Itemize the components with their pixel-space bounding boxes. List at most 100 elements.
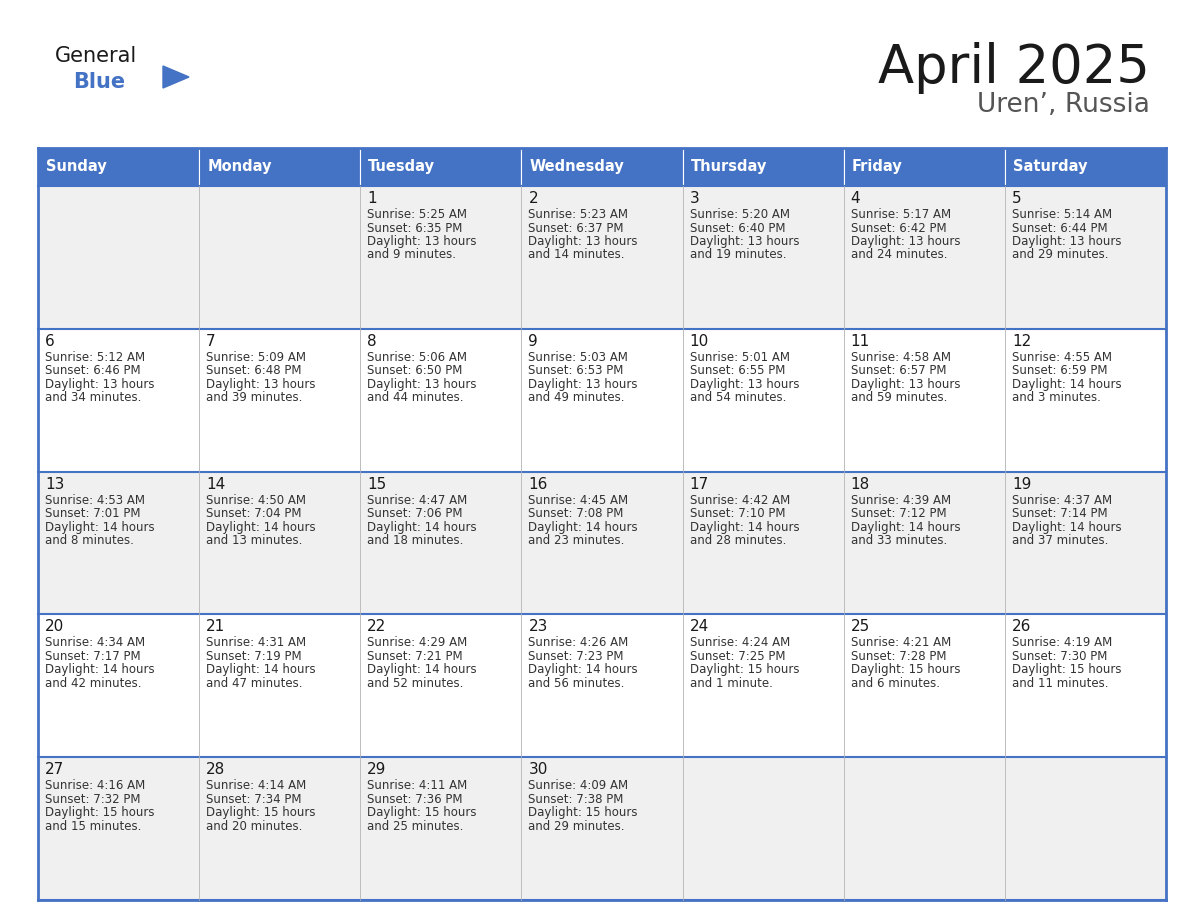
Bar xyxy=(360,186,522,329)
Text: Sunrise: 4:45 AM: Sunrise: 4:45 AM xyxy=(529,494,628,507)
Text: Sunset: 7:17 PM: Sunset: 7:17 PM xyxy=(45,650,140,663)
Text: Daylight: 15 hours: Daylight: 15 hours xyxy=(529,806,638,819)
Text: and 52 minutes.: and 52 minutes. xyxy=(367,677,463,690)
Text: April 2025: April 2025 xyxy=(878,42,1150,94)
Text: and 3 minutes.: and 3 minutes. xyxy=(1012,391,1101,404)
Text: Sunset: 6:42 PM: Sunset: 6:42 PM xyxy=(851,221,947,234)
Bar xyxy=(200,148,360,186)
Bar xyxy=(1005,757,1165,900)
Text: Daylight: 13 hours: Daylight: 13 hours xyxy=(367,378,476,391)
Bar xyxy=(843,472,1005,614)
Text: Daylight: 13 hours: Daylight: 13 hours xyxy=(851,378,960,391)
Text: Sunset: 7:21 PM: Sunset: 7:21 PM xyxy=(367,650,463,663)
Text: Sunrise: 4:26 AM: Sunrise: 4:26 AM xyxy=(529,636,628,649)
Bar xyxy=(522,329,683,472)
Bar xyxy=(843,148,1005,186)
Bar xyxy=(522,472,683,614)
Text: Daylight: 15 hours: Daylight: 15 hours xyxy=(367,806,476,819)
Text: Sunset: 6:37 PM: Sunset: 6:37 PM xyxy=(529,221,624,234)
Text: Daylight: 14 hours: Daylight: 14 hours xyxy=(207,521,316,533)
Text: Sunrise: 5:17 AM: Sunrise: 5:17 AM xyxy=(851,208,950,221)
Text: Daylight: 14 hours: Daylight: 14 hours xyxy=(367,664,476,677)
Bar xyxy=(1005,148,1165,186)
Text: 18: 18 xyxy=(851,476,870,492)
Text: and 47 minutes.: and 47 minutes. xyxy=(207,677,303,690)
Text: Sunrise: 4:19 AM: Sunrise: 4:19 AM xyxy=(1012,636,1112,649)
Text: and 14 minutes.: and 14 minutes. xyxy=(529,249,625,262)
Text: 23: 23 xyxy=(529,620,548,634)
Text: Sunset: 7:19 PM: Sunset: 7:19 PM xyxy=(207,650,302,663)
Text: and 25 minutes.: and 25 minutes. xyxy=(367,820,463,833)
Text: Daylight: 15 hours: Daylight: 15 hours xyxy=(1012,664,1121,677)
Text: and 1 minute.: and 1 minute. xyxy=(689,677,772,690)
Text: Sunrise: 5:23 AM: Sunrise: 5:23 AM xyxy=(529,208,628,221)
Text: Sunrise: 5:09 AM: Sunrise: 5:09 AM xyxy=(207,351,307,364)
Text: and 18 minutes.: and 18 minutes. xyxy=(367,534,463,547)
Text: Sunset: 7:10 PM: Sunset: 7:10 PM xyxy=(689,507,785,521)
Text: Daylight: 14 hours: Daylight: 14 hours xyxy=(529,664,638,677)
Text: Sunrise: 4:31 AM: Sunrise: 4:31 AM xyxy=(207,636,307,649)
Text: and 6 minutes.: and 6 minutes. xyxy=(851,677,940,690)
Text: and 9 minutes.: and 9 minutes. xyxy=(367,249,456,262)
Text: 15: 15 xyxy=(367,476,386,492)
Text: 29: 29 xyxy=(367,762,386,778)
Text: Sunrise: 5:03 AM: Sunrise: 5:03 AM xyxy=(529,351,628,364)
Text: and 39 minutes.: and 39 minutes. xyxy=(207,391,303,404)
Text: Uren’, Russia: Uren’, Russia xyxy=(977,92,1150,118)
Bar xyxy=(360,329,522,472)
Bar xyxy=(683,148,843,186)
Text: 22: 22 xyxy=(367,620,386,634)
Text: Sunrise: 4:58 AM: Sunrise: 4:58 AM xyxy=(851,351,950,364)
Text: Sunset: 6:53 PM: Sunset: 6:53 PM xyxy=(529,364,624,377)
Text: Sunrise: 4:16 AM: Sunrise: 4:16 AM xyxy=(45,779,145,792)
Text: 14: 14 xyxy=(207,476,226,492)
Text: Daylight: 14 hours: Daylight: 14 hours xyxy=(45,664,154,677)
Text: General: General xyxy=(55,46,138,66)
Text: Sunset: 7:01 PM: Sunset: 7:01 PM xyxy=(45,507,140,521)
Text: Sunrise: 4:21 AM: Sunrise: 4:21 AM xyxy=(851,636,950,649)
Bar xyxy=(683,614,843,757)
Text: and 23 minutes.: and 23 minutes. xyxy=(529,534,625,547)
Text: Daylight: 14 hours: Daylight: 14 hours xyxy=(45,521,154,533)
Text: Daylight: 15 hours: Daylight: 15 hours xyxy=(45,806,154,819)
Text: Sunrise: 4:34 AM: Sunrise: 4:34 AM xyxy=(45,636,145,649)
Text: and 19 minutes.: and 19 minutes. xyxy=(689,249,786,262)
Text: and 29 minutes.: and 29 minutes. xyxy=(1012,249,1108,262)
Bar xyxy=(683,186,843,329)
Text: 19: 19 xyxy=(1012,476,1031,492)
Bar xyxy=(683,329,843,472)
Text: Daylight: 14 hours: Daylight: 14 hours xyxy=(1012,378,1121,391)
Text: Daylight: 13 hours: Daylight: 13 hours xyxy=(1012,235,1121,248)
Text: Sunset: 7:36 PM: Sunset: 7:36 PM xyxy=(367,793,463,806)
Text: 30: 30 xyxy=(529,762,548,778)
Bar xyxy=(522,186,683,329)
Text: Sunset: 7:14 PM: Sunset: 7:14 PM xyxy=(1012,507,1107,521)
Text: Daylight: 15 hours: Daylight: 15 hours xyxy=(851,664,960,677)
Bar xyxy=(360,757,522,900)
Text: and 54 minutes.: and 54 minutes. xyxy=(689,391,786,404)
Text: Sunset: 6:55 PM: Sunset: 6:55 PM xyxy=(689,364,785,377)
Text: Sunrise: 4:39 AM: Sunrise: 4:39 AM xyxy=(851,494,950,507)
Text: Sunrise: 4:11 AM: Sunrise: 4:11 AM xyxy=(367,779,468,792)
Text: 17: 17 xyxy=(689,476,709,492)
Text: Sunrise: 5:25 AM: Sunrise: 5:25 AM xyxy=(367,208,467,221)
Bar xyxy=(1005,329,1165,472)
Text: Sunrise: 5:06 AM: Sunrise: 5:06 AM xyxy=(367,351,467,364)
Text: Sunrise: 4:37 AM: Sunrise: 4:37 AM xyxy=(1012,494,1112,507)
Text: Sunrise: 4:55 AM: Sunrise: 4:55 AM xyxy=(1012,351,1112,364)
Text: Friday: Friday xyxy=(852,160,903,174)
Text: Saturday: Saturday xyxy=(1013,160,1087,174)
Text: and 8 minutes.: and 8 minutes. xyxy=(45,534,134,547)
Text: Monday: Monday xyxy=(207,160,272,174)
Bar xyxy=(522,757,683,900)
Text: Sunset: 6:44 PM: Sunset: 6:44 PM xyxy=(1012,221,1107,234)
Bar xyxy=(360,614,522,757)
Bar xyxy=(1005,186,1165,329)
Text: Sunset: 7:06 PM: Sunset: 7:06 PM xyxy=(367,507,463,521)
Bar xyxy=(200,472,360,614)
Text: 28: 28 xyxy=(207,762,226,778)
Bar xyxy=(200,186,360,329)
Text: 8: 8 xyxy=(367,334,377,349)
Text: Sunset: 7:12 PM: Sunset: 7:12 PM xyxy=(851,507,947,521)
Text: 10: 10 xyxy=(689,334,709,349)
